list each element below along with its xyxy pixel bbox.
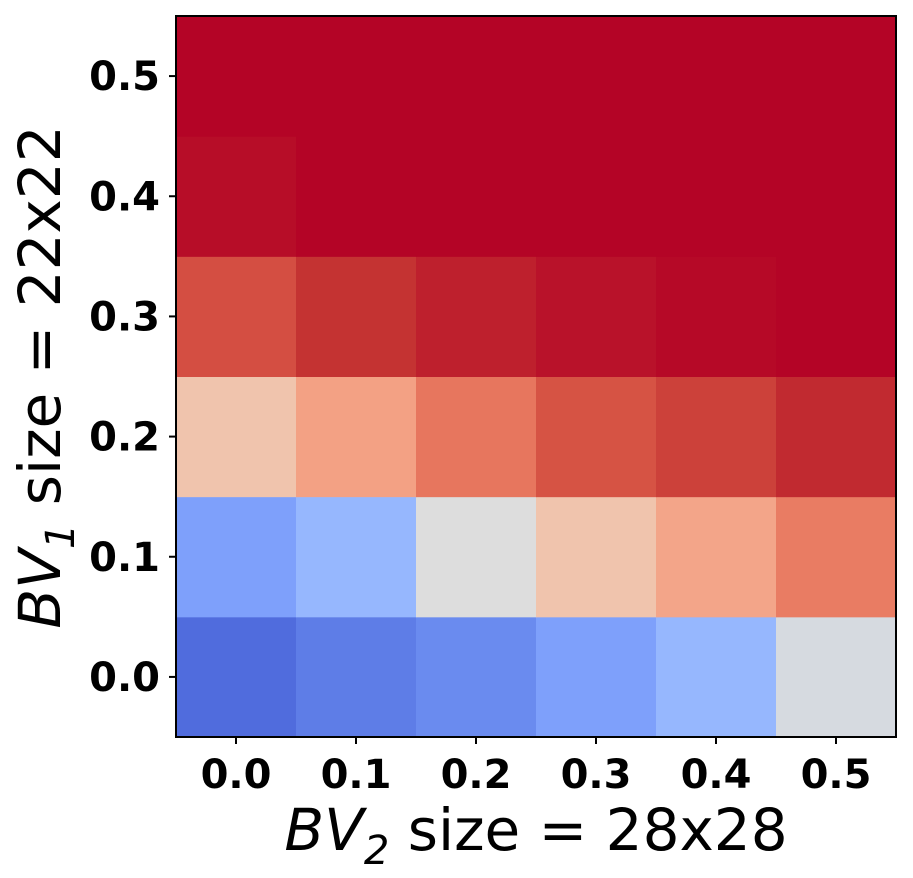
x-tick-label: 0.4: [681, 752, 752, 798]
x-tick-label: 0.1: [321, 752, 392, 798]
heatmap-cell: [656, 616, 777, 738]
heatmap-cell: [776, 376, 897, 498]
heatmap-cell: [176, 616, 297, 738]
heatmap-cells: [176, 16, 897, 738]
heatmap-cell: [296, 256, 417, 377]
y-tick-label: 0.4: [89, 174, 160, 220]
x-axis-label: BV2 size = 28x28: [284, 796, 787, 874]
heatmap-cell: [176, 16, 297, 137]
x-axis-ticks: 0.0 0.1 0.2 0.3 0.4 0.5: [201, 737, 872, 798]
heatmap-cell: [536, 496, 657, 618]
heatmap-cell: [656, 136, 777, 257]
heatmap-cell: [776, 616, 897, 738]
heatmap-cell: [296, 496, 417, 618]
heatmap-cell: [416, 16, 537, 137]
heatmap-cell: [536, 256, 657, 377]
heatmap-cell: [296, 136, 417, 257]
y-tick-label: 0.2: [89, 415, 160, 461]
x-tick-label: 0.0: [201, 752, 272, 798]
heatmap-cell: [416, 376, 537, 498]
y-tick-label: 0.1: [89, 535, 160, 581]
x-tick-label: 0.2: [441, 752, 512, 798]
x-tick-label: 0.3: [561, 752, 632, 798]
heatmap-cell: [416, 256, 537, 377]
y-axis-ticks: 0.0 0.1 0.2 0.3 0.4 0.5: [89, 54, 176, 701]
heatmap-cell: [296, 616, 417, 738]
heatmap-cell: [656, 256, 777, 377]
heatmap-cell: [536, 136, 657, 257]
heatmap-cell: [416, 496, 537, 618]
heatmap-cell: [536, 376, 657, 498]
heatmap-cell: [536, 616, 657, 738]
heatmap-cell: [176, 136, 297, 257]
heatmap-cell: [296, 16, 417, 137]
y-tick-label: 0.0: [89, 655, 160, 701]
heatmap-cell: [416, 616, 537, 738]
heatmap-cell: [536, 16, 657, 137]
y-tick-label: 0.3: [89, 294, 160, 340]
heatmap-cell: [176, 256, 297, 377]
heatmap-cell: [416, 136, 537, 257]
heatmap-cell: [656, 376, 777, 498]
heatmap-cell: [776, 496, 897, 618]
plot-frame: [175, 15, 897, 738]
heatmap-cell: [776, 136, 897, 257]
x-tick-label: 0.5: [801, 752, 872, 798]
heatmap-cell: [656, 16, 777, 137]
heatmap-cell: [296, 376, 417, 498]
heatmap-cell: [776, 256, 897, 377]
heatmap-cell: [776, 16, 897, 137]
y-tick-label: 0.5: [89, 54, 160, 100]
heatmap-cell: [176, 496, 297, 618]
y-axis-label: BV1 size = 22x22: [6, 125, 84, 628]
heatmap-cell: [176, 376, 297, 498]
heatmap-cell: [656, 496, 777, 618]
